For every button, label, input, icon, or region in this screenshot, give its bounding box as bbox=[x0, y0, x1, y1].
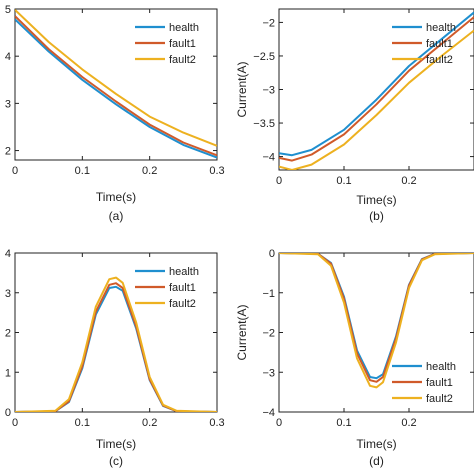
series-line-fault1 bbox=[15, 15, 217, 157]
panel-caption: (c) bbox=[109, 454, 123, 468]
legend-label-fault2: fault2 bbox=[169, 54, 196, 66]
y-tick-label: 4 bbox=[5, 248, 11, 260]
legend-label-health: health bbox=[169, 266, 199, 278]
y-tick-label: 2 bbox=[5, 146, 11, 158]
y-tick-label: −2.5 bbox=[253, 51, 275, 63]
y-tick-label: −2 bbox=[262, 17, 275, 29]
y-tick-label: −2 bbox=[262, 328, 275, 340]
legend-label-fault1: fault1 bbox=[169, 38, 196, 50]
y-tick-label: 0 bbox=[5, 407, 11, 419]
legend: health fault1 fault2 bbox=[135, 266, 199, 310]
legend-label-fault1: fault1 bbox=[426, 377, 453, 389]
x-axis-label: Time(s) bbox=[96, 190, 136, 204]
x-tick-label: 0 bbox=[276, 175, 282, 187]
x-axis-label: Time(s) bbox=[356, 437, 396, 451]
y-tick-label: −3 bbox=[262, 367, 275, 379]
series-line-fault1 bbox=[279, 16, 474, 162]
x-tick-label: 0.2 bbox=[142, 417, 157, 429]
x-tick-label: 0.1 bbox=[336, 175, 351, 187]
legend-label-health: health bbox=[426, 361, 456, 373]
y-tick-label: −1 bbox=[262, 288, 275, 300]
y-tick-label: −3.5 bbox=[253, 118, 275, 130]
panel-caption: (d) bbox=[369, 454, 384, 468]
panel-caption: (a) bbox=[109, 209, 124, 223]
y-tick-label: 1 bbox=[5, 367, 11, 379]
legend-label-fault1: fault1 bbox=[426, 38, 453, 50]
series-line-health bbox=[279, 253, 474, 380]
legend: health fault1 fault2 bbox=[135, 22, 199, 66]
x-tick-label: 0.1 bbox=[336, 417, 351, 429]
x-tick-label: 0.1 bbox=[75, 417, 90, 429]
panel-caption: (b) bbox=[369, 209, 384, 223]
y-tick-label: −4 bbox=[262, 407, 275, 419]
series-line-fault2 bbox=[279, 253, 474, 389]
x-tick-label: 0.2 bbox=[401, 175, 416, 187]
chart-panel-3: 0 0.1 0.2 0.3 0 1 2 3 4 health fault1 fault2 Time(s)… bbox=[5, 248, 225, 468]
series-line-health bbox=[15, 18, 217, 159]
y-tick-label: 0 bbox=[269, 248, 275, 260]
legend-label-fault2: fault2 bbox=[169, 298, 196, 310]
chart-panel-2: 0 0.1 0.2 −4 −3.5 −3 −2.5 −2 health fault1 fault2 T… bbox=[235, 8, 474, 223]
series-line-fault2 bbox=[15, 276, 217, 412]
y-tick-label: −3 bbox=[262, 85, 275, 97]
plot-frame bbox=[14, 8, 218, 161]
y-tick-label: 5 bbox=[5, 4, 11, 16]
legend: health fault1 fault2 bbox=[392, 22, 456, 66]
x-tick-label: 0 bbox=[276, 417, 282, 429]
y-tick-label: 2 bbox=[5, 328, 11, 340]
y-axis-label: Current(A) bbox=[235, 304, 249, 360]
x-tick-label: 0.3 bbox=[209, 417, 224, 429]
legend: health fault1 fault2 bbox=[392, 361, 456, 405]
x-axis-label: Time(s) bbox=[96, 437, 136, 451]
x-tick-label: 0.3 bbox=[209, 165, 224, 177]
legend-label-fault1: fault1 bbox=[169, 282, 196, 294]
series-line-health bbox=[279, 11, 474, 157]
x-tick-label: 0.2 bbox=[142, 165, 157, 177]
legend-label-fault2: fault2 bbox=[426, 54, 453, 66]
series-line-fault2 bbox=[15, 9, 217, 147]
legend-label-health: health bbox=[426, 22, 456, 34]
x-tick-label: 0.2 bbox=[401, 417, 416, 429]
x-tick-label: 0 bbox=[12, 417, 18, 429]
y-tick-label: 4 bbox=[5, 51, 11, 63]
x-axis-label: Time(s) bbox=[356, 193, 396, 207]
legend-label-fault2: fault2 bbox=[426, 393, 453, 405]
y-axis-label: Current(A) bbox=[235, 61, 249, 117]
chart-panel-1: 0 0.1 0.2 0.3 2 3 4 5 health fault1 fault2 Time(s) (… bbox=[5, 4, 225, 223]
y-tick-label: −4 bbox=[262, 152, 275, 164]
y-tick-label: 3 bbox=[5, 288, 11, 300]
chart-panel-4: 0 0.1 0.2 −4 −3 −2 −1 0 health fault1 fault2 Time(s… bbox=[235, 248, 474, 468]
x-tick-label: 0.1 bbox=[75, 165, 90, 177]
series-line-fault2 bbox=[279, 29, 474, 170]
x-tick-label: 0 bbox=[12, 165, 18, 177]
y-tick-label: 3 bbox=[5, 98, 11, 110]
legend-label-health: health bbox=[169, 22, 199, 34]
